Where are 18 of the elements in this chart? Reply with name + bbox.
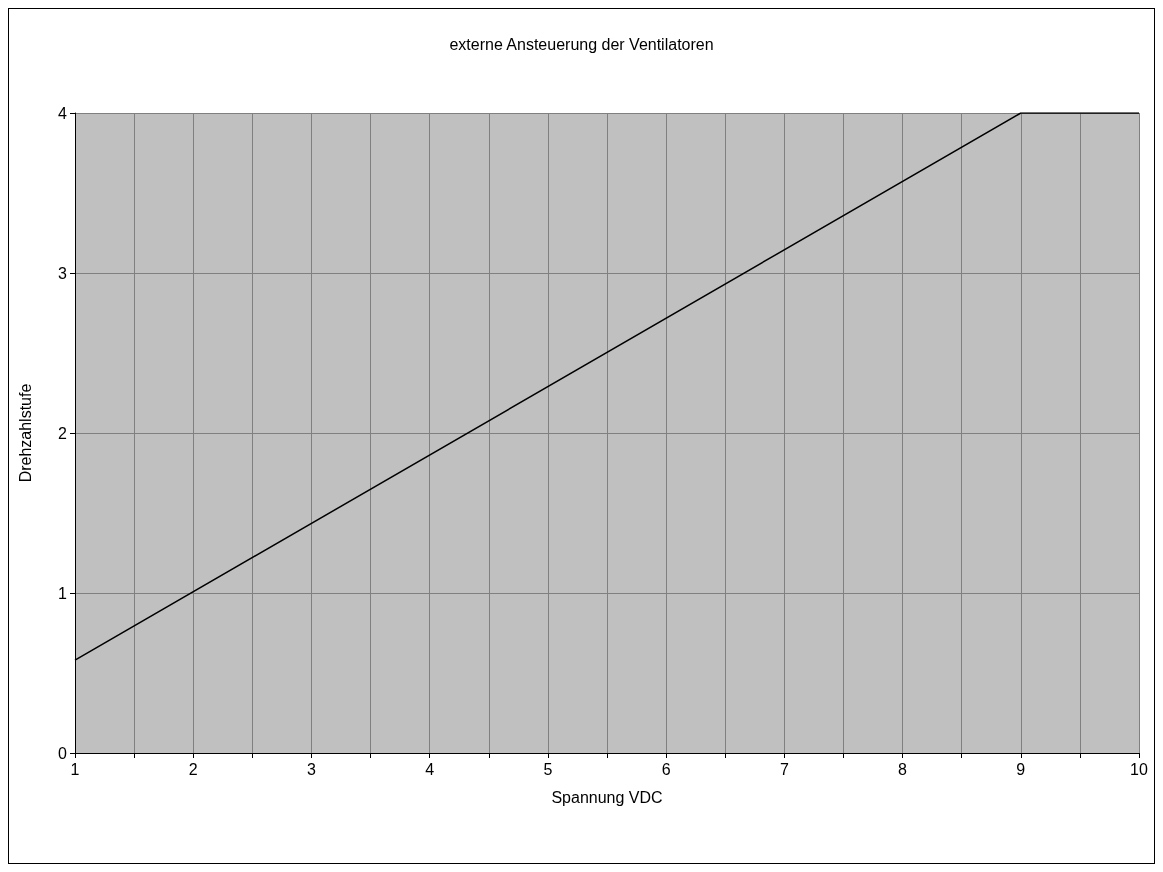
x-tick-label: 4 — [425, 760, 435, 778]
x-tick-label: 6 — [661, 760, 671, 778]
y-tick-label: 4 — [58, 104, 68, 122]
x-tick-label: 9 — [1016, 760, 1026, 778]
x-axis-title: Spannung VDC — [551, 788, 663, 806]
y-axis-title: Drehzahlstufe — [16, 383, 34, 483]
x-tick-label: 5 — [543, 760, 553, 778]
y-tick-label: 0 — [58, 744, 68, 762]
chart-title: externe Ansteuerung der Ventilatoren — [449, 35, 714, 53]
x-tick-label: 7 — [779, 760, 789, 778]
y-tick-label: 1 — [58, 584, 68, 602]
x-tick-label: 3 — [306, 760, 316, 778]
x-tick-label: 2 — [188, 760, 198, 778]
y-tick-label: 3 — [58, 264, 68, 282]
y-tick-label: 2 — [58, 424, 68, 442]
x-tick-label: 10 — [1130, 760, 1148, 778]
x-tick-label: 8 — [898, 760, 908, 778]
x-tick-label: 1 — [70, 760, 80, 778]
